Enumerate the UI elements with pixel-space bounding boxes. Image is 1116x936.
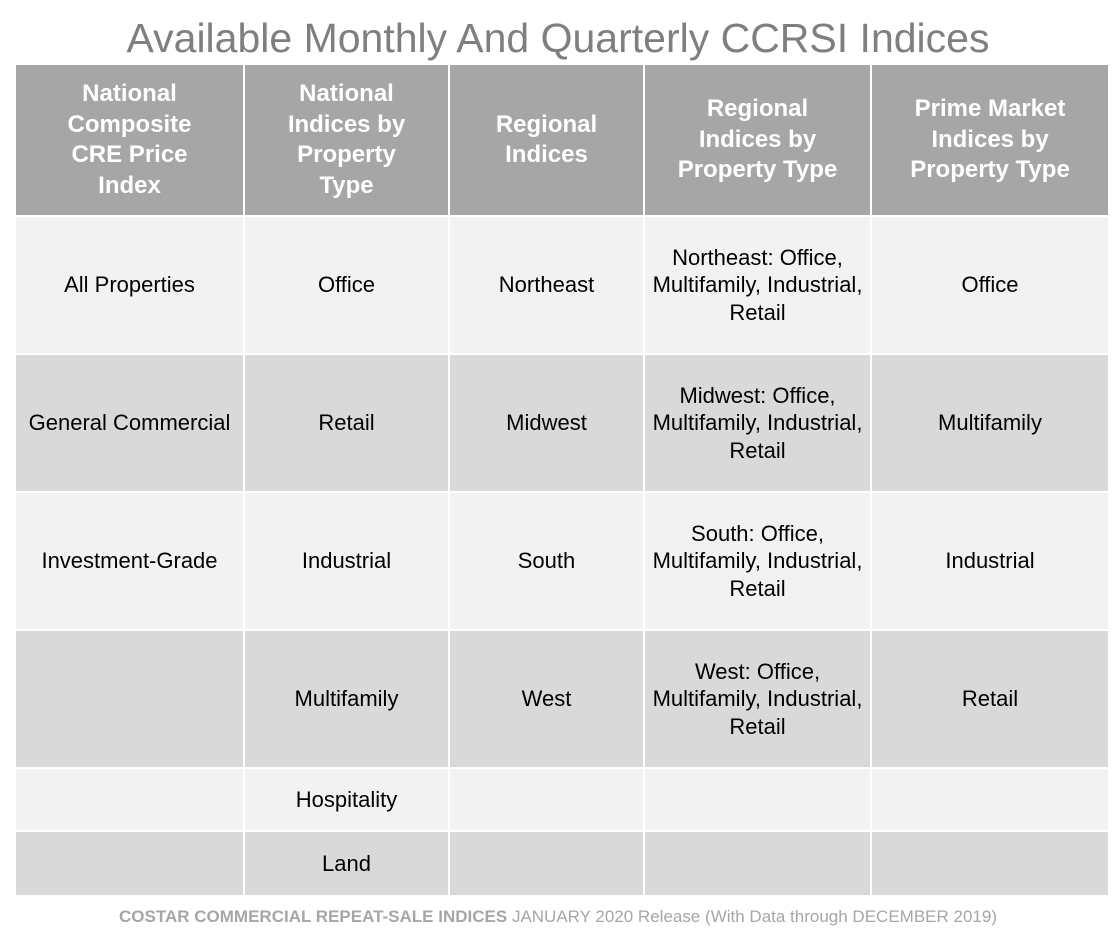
table-row: All Properties Office Northeast Northeas… — [14, 215, 1110, 355]
table-row: Hospitality — [14, 767, 1110, 832]
table-cell: Land — [243, 830, 450, 897]
column-header-national-composite: National Composite CRE Price Index — [14, 63, 245, 217]
table-cell — [448, 767, 645, 832]
table-cell: Office — [870, 215, 1110, 355]
column-header-prime-market-by-type: Prime Market Indices by Property Type — [870, 63, 1110, 217]
table-cell: Midwest — [448, 353, 645, 493]
table-row: Investment-Grade Industrial South South:… — [14, 491, 1110, 631]
table-cell: South: Office, Multifamily, Industrial, … — [643, 491, 872, 631]
table-cell: Hospitality — [243, 767, 450, 832]
table-cell: West: Office, Multifamily, Industrial, R… — [643, 629, 872, 769]
table-cell — [870, 767, 1110, 832]
table-row: Multifamily West West: Office, Multifami… — [14, 629, 1110, 769]
footer-brand: COSTAR COMMERCIAL REPEAT-SALE INDICES — [119, 907, 508, 926]
table-cell — [14, 830, 245, 897]
table-cell: Multifamily — [243, 629, 450, 769]
table-cell — [14, 629, 245, 769]
column-header-national-by-type: National Indices by Property Type — [243, 63, 450, 217]
table-cell: Retail — [870, 629, 1110, 769]
table-row: General Commercial Retail Midwest Midwes… — [14, 353, 1110, 493]
table-cell — [870, 830, 1110, 897]
header-row: National Composite CRE Price Index Natio… — [14, 63, 1110, 217]
table-cell: Northeast — [448, 215, 645, 355]
table-cell: Midwest: Office, Multifamily, Industrial… — [643, 353, 872, 493]
table-cell: Investment-Grade — [14, 491, 245, 631]
column-header-regional-by-type: Regional Indices by Property Type — [643, 63, 872, 217]
table-cell — [643, 767, 872, 832]
table-cell — [448, 830, 645, 897]
table-row: Land — [14, 830, 1110, 897]
table-cell: Northeast: Office, Multifamily, Industri… — [643, 215, 872, 355]
table-cell: Retail — [243, 353, 450, 493]
footer-caption: COSTAR COMMERCIAL REPEAT-SALE INDICES JA… — [0, 906, 1116, 928]
footer-release: JANUARY 2020 Release (With Data through … — [511, 907, 997, 926]
table-cell: South — [448, 491, 645, 631]
indices-table: National Composite CRE Price Index Natio… — [14, 63, 1110, 897]
table-cell: Office — [243, 215, 450, 355]
table-cell: All Properties — [14, 215, 245, 355]
table-cell: Multifamily — [870, 353, 1110, 493]
column-header-regional: Regional Indices — [448, 63, 645, 217]
table-cell: Industrial — [243, 491, 450, 631]
table-cell — [643, 830, 872, 897]
table-cell: General Commercial — [14, 353, 245, 493]
table-cell — [14, 767, 245, 832]
page-title: Available Monthly And Quarterly CCRSI In… — [126, 15, 990, 61]
table-cell: West — [448, 629, 645, 769]
table-cell: Industrial — [870, 491, 1110, 631]
